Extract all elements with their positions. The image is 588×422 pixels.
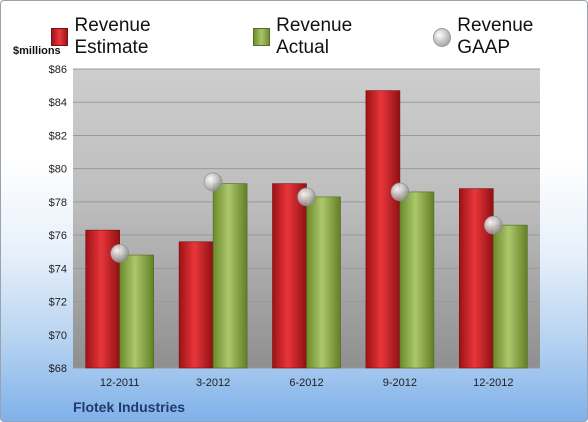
legend-item-estimate: Revenue Estimate — [51, 15, 225, 59]
bar-revenue-actual — [399, 191, 435, 369]
marker-revenue-gaap — [110, 244, 129, 263]
x-tick-label: 12-2012 — [473, 377, 513, 389]
bar-revenue-actual — [306, 196, 341, 369]
y-tick-label: $84 — [49, 97, 67, 109]
bar-revenue-actual — [492, 224, 528, 369]
legend-swatch-actual — [252, 28, 271, 46]
y-tick-label: $68 — [49, 363, 67, 375]
y-tick-label: $78 — [49, 197, 67, 209]
legend-label-estimate: Revenue Estimate — [74, 15, 151, 58]
legend-item-actual: Revenue Actual — [252, 15, 405, 59]
marker-revenue-gaap — [390, 182, 410, 202]
legend-swatch-estimate — [51, 28, 69, 46]
y-tick-label: $82 — [49, 130, 67, 142]
bar-revenue-estimate — [458, 188, 494, 369]
legend-item-gaap: Revenue GAAP — [432, 15, 587, 59]
bar-revenue-estimate — [178, 241, 214, 369]
x-tick-label: 3-2012 — [196, 377, 230, 389]
x-tick-label: 6-2012 — [289, 377, 323, 389]
bar-revenue-estimate — [365, 90, 401, 369]
marker-revenue-gaap — [483, 215, 503, 235]
marker-revenue-gaap — [203, 172, 223, 192]
legend-label-actual: Revenue Actual — [276, 15, 353, 58]
legend-label-gaap: Revenue GAAP — [457, 15, 534, 58]
bar-revenue-estimate — [272, 183, 307, 369]
marker-revenue-gaap — [297, 187, 316, 207]
bar-revenue-actual — [119, 254, 154, 369]
y-tick-label: $76 — [49, 230, 67, 242]
company-name: Flotek Industries — [73, 399, 186, 415]
x-tick-label: 9-2012 — [383, 377, 417, 389]
bar-revenue-actual — [212, 183, 248, 369]
legend-swatch-gaap — [432, 27, 452, 47]
y-tick-label: $70 — [49, 330, 67, 342]
y-tick-label: $80 — [49, 164, 67, 176]
y-tick-label: $86 — [49, 64, 67, 76]
chart-legend: Revenue Estimate Revenue Actual Revenue … — [51, 15, 587, 59]
y-tick-label: $72 — [49, 297, 67, 309]
y-axis-label: $millions — [13, 45, 61, 57]
x-tick-label: 12-2011 — [100, 377, 140, 389]
y-tick-label: $74 — [49, 263, 67, 275]
